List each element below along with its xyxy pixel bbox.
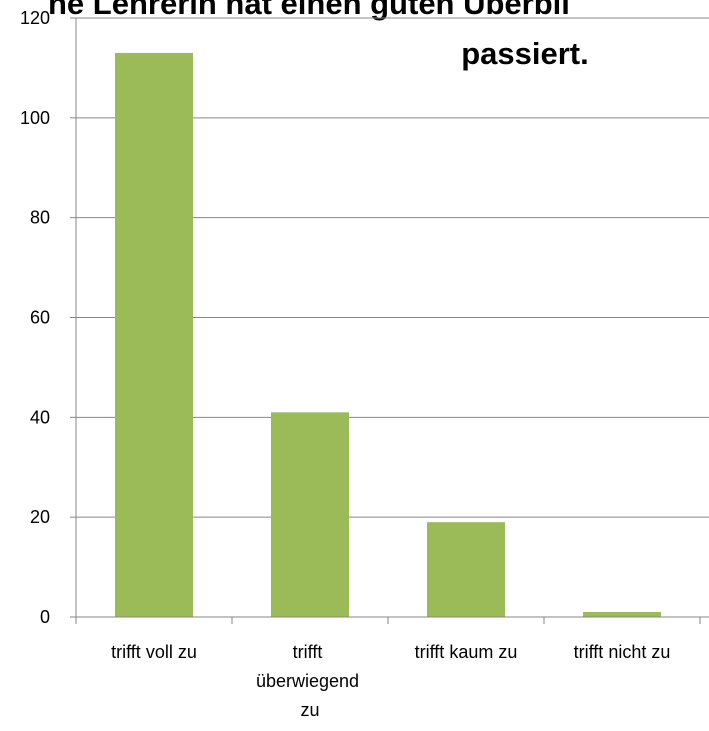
bar <box>583 612 661 617</box>
bar <box>115 52 193 618</box>
y-tick-label: 20 <box>30 507 50 527</box>
y-tick-label: 60 <box>30 308 50 328</box>
chart-title: ne Lehrerin hat einen guten Überbli <box>48 0 570 21</box>
chart-title: passiert. <box>461 36 589 71</box>
y-tick-label: 120 <box>20 8 50 28</box>
y-tick-label: 100 <box>20 108 50 128</box>
x-tick-label: trifft überwiegend zu <box>256 642 364 720</box>
bar <box>271 412 349 617</box>
y-tick-label: 80 <box>30 208 50 228</box>
x-tick-label: trifft kaum zu <box>415 642 518 662</box>
y-tick-label: 40 <box>30 407 50 427</box>
x-tick-label: trifft voll zu <box>111 642 197 662</box>
x-tick-label: trifft nicht zu <box>574 642 671 662</box>
bar <box>427 522 505 617</box>
y-tick-label: 0 <box>40 607 50 627</box>
